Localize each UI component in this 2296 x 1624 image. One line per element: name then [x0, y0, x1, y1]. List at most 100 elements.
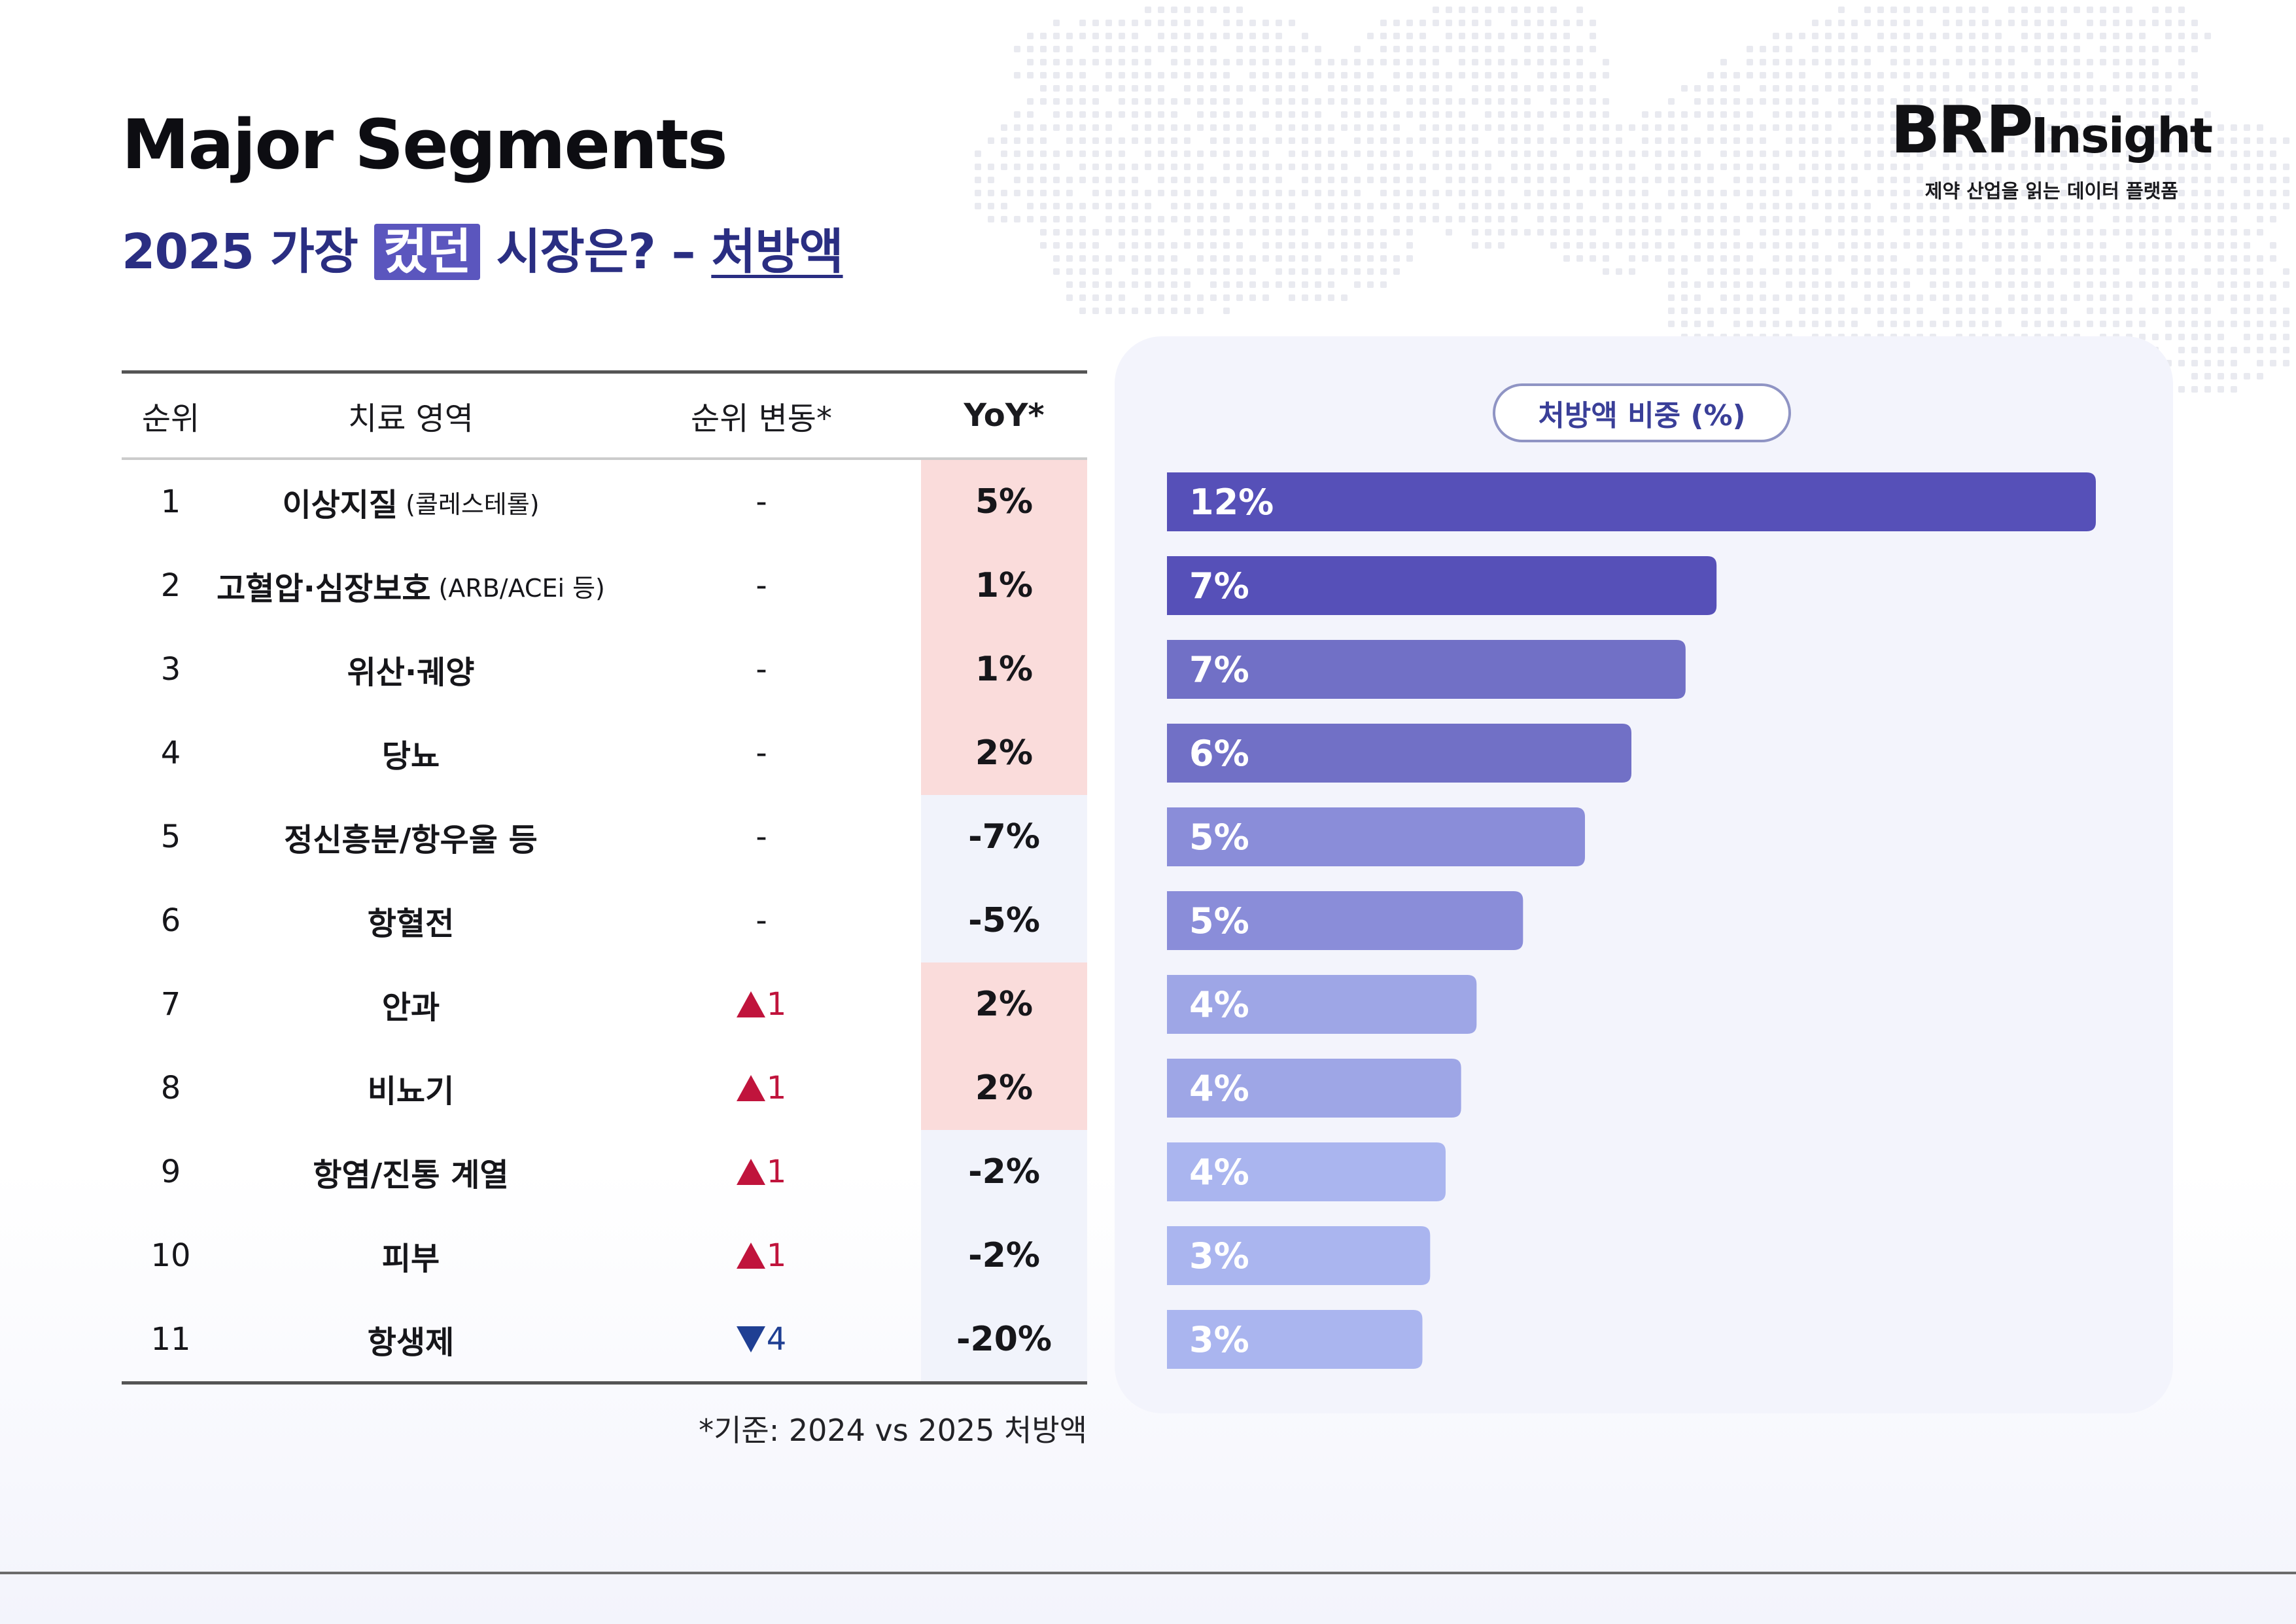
area-note: (콜레스테롤) [406, 489, 540, 519]
table-row: 8 비뇨기 1 2% [122, 1046, 1087, 1130]
bar-label-4: 6% [1189, 733, 1249, 774]
triangle-up-icon [736, 1243, 765, 1269]
bar-label-10: 3% [1189, 1235, 1249, 1277]
area-cell: 항혈전 [220, 879, 602, 962]
bar-label-9: 4% [1189, 1152, 1249, 1193]
table-header: 순위 치료 영역 순위 변동* YoY* [122, 370, 1087, 460]
rank-change-cell: - [602, 711, 921, 795]
bar-label-7: 4% [1189, 984, 1249, 1025]
area-cell: 항생제 [220, 1297, 602, 1381]
bar-label-8: 4% [1189, 1068, 1249, 1109]
table-row: 3 위산·궤양 - 1% [122, 627, 1087, 711]
ranking-table: 순위 치료 영역 순위 변동* YoY* 1 이상지질 (콜레스테롤) -5% 2 고혈압… [122, 370, 1087, 1385]
bar-3 [1167, 640, 1686, 699]
triangle-up-icon [736, 991, 765, 1017]
page-subtitle: 2025 가장 컸던 시장은? – 처방액 [122, 213, 844, 283]
area-name: 당뇨 [381, 738, 440, 775]
yoy-cell: -5% [921, 879, 1087, 962]
rank-cell: 10 [150, 1237, 191, 1274]
rank-cell: 2 [160, 567, 181, 604]
bar-label-6: 5% [1189, 900, 1249, 942]
rank-change-cell: 1 [602, 1130, 921, 1214]
rank-change-cell: - [602, 627, 921, 711]
table-row: 6 항혈전 - -5% [122, 879, 1087, 962]
page-title: Major Segments [122, 105, 728, 185]
yoy-cell: -2% [921, 1214, 1087, 1297]
rank-change-cell: 1 [602, 1214, 921, 1297]
chart-title-pill: 처방액 비중 (%) [1493, 383, 1791, 442]
bar-label-5: 5% [1189, 817, 1249, 858]
yoy-cell: 2% [921, 962, 1087, 1046]
logo-wordmark: BRPInsight [1890, 92, 2213, 168]
subtitle-question: 시장은? – [496, 224, 696, 280]
table-row: 5 정신흥분/항우울 등 - -7% [122, 795, 1087, 879]
yoy-cell: 1% [921, 544, 1087, 627]
bar-7 [1167, 975, 1477, 1034]
area-name: 피부 [381, 1241, 440, 1277]
rank-cell: 4 [160, 735, 181, 771]
rank-cell: 1 [160, 484, 181, 520]
table-row: 7 안과 1 2% [122, 962, 1087, 1046]
bar-label-11: 3% [1189, 1319, 1249, 1360]
rank-change-value: - [756, 484, 767, 520]
rank-cell: 6 [160, 902, 181, 939]
yoy-cell: 2% [921, 1046, 1087, 1130]
rank-change-cell: - [602, 879, 921, 962]
area-name: 위산·궤양 [347, 654, 475, 691]
rank-change-value: 4 [766, 1321, 787, 1358]
rank-change-cell: - [602, 544, 921, 627]
table-body: 1 이상지질 (콜레스테롤) -5% 2 고혈압·심장보호 (ARB/ACEi 등) -1% 3… [122, 460, 1087, 1381]
area-cell: 위산·궤양 [220, 627, 602, 711]
rank-change-value: 1 [766, 986, 787, 1023]
triangle-up-icon [736, 1075, 765, 1101]
bar-6 [1167, 891, 1523, 950]
table-row: 2 고혈압·심장보호 (ARB/ACEi 등) - 1% [122, 544, 1087, 627]
share-bar-chart: 12% 7% 7% 6% 5% 5% 4% 4% 4% 3% 3% [1167, 472, 2096, 1369]
header-yoy: YoY* [964, 397, 1045, 434]
bar-label-1: 12% [1189, 482, 1274, 523]
area-cell: 이상지질 (콜레스테롤) [220, 460, 602, 544]
rank-change-value: - [756, 819, 767, 855]
rank-cell: 8 [160, 1070, 181, 1106]
header-rank: 순위 [141, 400, 200, 437]
area-note: (ARB/ACEi 등) [438, 573, 605, 603]
rank-change-cell: 1 [602, 1046, 921, 1130]
area-name: 항생제 [367, 1324, 455, 1361]
rank-change-value: - [756, 735, 767, 771]
yoy-cell: 2% [921, 711, 1087, 795]
yoy-cell: 5% [921, 460, 1087, 544]
table-bottom-rule [122, 1381, 1087, 1385]
area-cell: 항염/진통 계열 [220, 1130, 602, 1214]
area-cell: 피부 [220, 1214, 602, 1297]
area-name: 안과 [381, 989, 440, 1026]
rank-change-value: - [756, 567, 767, 604]
table-row: 11 항생제 4 -20% [122, 1297, 1087, 1381]
subtitle-highlight: 컸던 [374, 224, 480, 280]
bar-2 [1167, 556, 1717, 615]
rank-change-value: - [756, 651, 767, 688]
logo-sub: Insight [2030, 108, 2214, 164]
area-name: 정신흥분/항우울 등 [284, 822, 538, 858]
yoy-cell: -20% [921, 1297, 1087, 1381]
yoy-cell: -7% [921, 795, 1087, 879]
rank-cell: 5 [160, 819, 181, 855]
bar-9 [1167, 1142, 1446, 1201]
area-name: 비뇨기 [367, 1073, 455, 1110]
area-name: 이상지질 [282, 487, 398, 523]
table-row: 4 당뇨 - 2% [122, 711, 1087, 795]
area-cell: 고혈압·심장보호 (ARB/ACEi 등) [217, 544, 605, 627]
area-cell: 비뇨기 [220, 1046, 602, 1130]
area-name: 항혈전 [367, 906, 455, 942]
subtitle-topic: 처방액 [711, 224, 843, 280]
rank-change-cell: 4 [602, 1297, 921, 1381]
subtitle-year: 2025 가장 [122, 224, 358, 280]
rank-change-value: 1 [766, 1154, 787, 1190]
bar-8 [1167, 1059, 1461, 1118]
area-cell: 안과 [220, 962, 602, 1046]
brand-tagline: 제약 산업을 읽는 데이터 플랫폼 [1924, 180, 2178, 202]
bar-10 [1167, 1226, 1431, 1285]
header-rank-change: 순위 변동* [691, 400, 832, 437]
area-name: 항염/진통 계열 [313, 1157, 509, 1193]
logo-main: BRP [1890, 92, 2034, 168]
header-area: 치료 영역 [348, 400, 474, 437]
